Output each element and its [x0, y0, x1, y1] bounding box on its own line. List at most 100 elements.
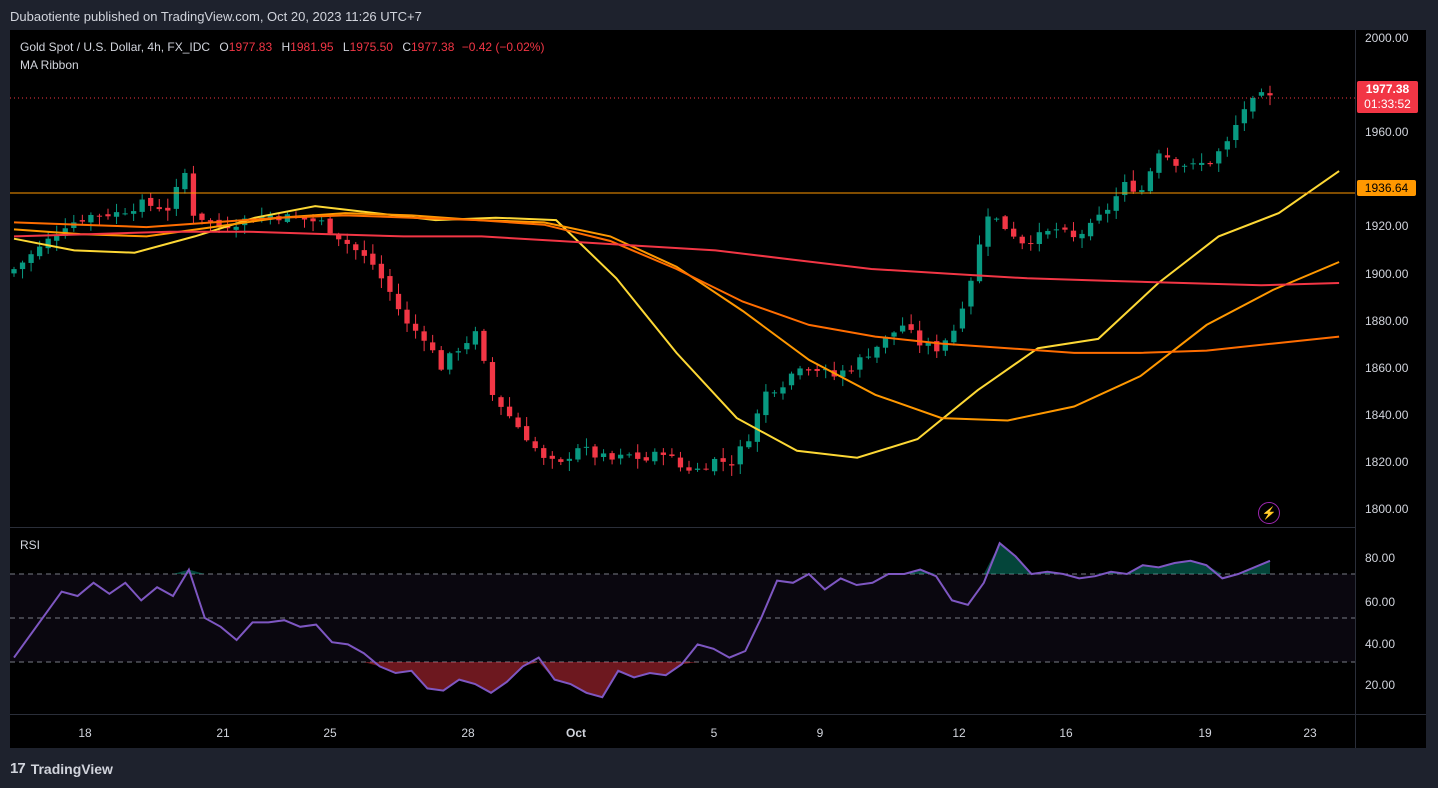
time-tick: 12	[952, 726, 966, 740]
candle-body	[652, 451, 658, 462]
candle-body	[1122, 182, 1128, 196]
candle-body	[635, 452, 641, 459]
candle-body	[310, 218, 316, 222]
candle-body	[472, 331, 479, 345]
candle-body	[464, 343, 470, 350]
rsi-oversold-fill	[14, 662, 1270, 698]
chart-container[interactable]: Gold Spot / U.S. Dollar, 4h, FX_IDC O 197…	[10, 30, 1426, 748]
pane-separator[interactable]	[10, 527, 1355, 528]
candle-body	[173, 186, 179, 209]
candle-body	[1053, 229, 1060, 231]
candle-body	[942, 340, 948, 351]
candle-body	[711, 458, 718, 472]
low-label: L	[342, 40, 350, 54]
candle-body	[1250, 97, 1256, 112]
candle-body	[566, 458, 573, 461]
candle-body	[11, 269, 17, 274]
candle-body	[515, 417, 521, 428]
candle-body	[353, 244, 359, 251]
candle-body	[626, 454, 632, 456]
open-label: O	[219, 40, 229, 54]
candle-body	[1079, 233, 1085, 239]
candle-body	[532, 441, 538, 449]
candle-body	[267, 215, 273, 219]
bar-countdown: 01:33:52	[1364, 97, 1411, 111]
rsi-line	[13, 541, 1271, 699]
candle-body	[788, 373, 795, 386]
candle-body	[1224, 141, 1230, 150]
candle-body	[378, 263, 385, 279]
candle-body	[541, 448, 547, 458]
rsi-label[interactable]: RSI	[20, 538, 41, 552]
candle-body	[617, 454, 624, 459]
candle-body	[583, 446, 590, 448]
candle-body	[1173, 159, 1179, 166]
price-axis-border	[1355, 30, 1356, 748]
candle-body	[1105, 209, 1111, 214]
candle-body	[737, 446, 743, 465]
candle-body	[481, 330, 487, 361]
candle-body	[370, 253, 376, 265]
candle-body	[182, 172, 188, 190]
candle-body	[840, 370, 846, 377]
time-tick: 16	[1059, 726, 1073, 740]
price-tick: 1840.00	[1365, 408, 1409, 422]
candle-body	[430, 342, 436, 351]
candle-body	[421, 331, 427, 341]
price-tick: 1800.00	[1365, 502, 1409, 516]
candle-body	[301, 216, 308, 220]
candle-body	[686, 467, 692, 471]
candle-body	[165, 207, 171, 211]
time-tick: 28	[461, 726, 475, 740]
candle-body	[746, 441, 752, 448]
candle-body	[156, 207, 162, 210]
tradingview-footer[interactable]: 17 TradingView	[10, 760, 113, 777]
close-value: 1977.38	[411, 40, 455, 54]
candle-body	[447, 353, 453, 370]
candle-body	[1198, 162, 1205, 165]
ma-ribbon-line	[13, 214, 1340, 354]
tradingview-logo-icon: 17	[10, 760, 26, 777]
candle-body	[771, 392, 778, 394]
candle-body	[207, 220, 214, 222]
candle-body	[899, 325, 906, 332]
candle-body	[1096, 214, 1102, 221]
candle-body	[1190, 163, 1196, 165]
candle-body	[908, 324, 914, 330]
publish-line: Dubaotiente published on TradingView.com…	[10, 9, 422, 24]
candle-body	[600, 453, 607, 457]
symbol-name: Gold Spot / U.S. Dollar, 4h, FX_IDC	[20, 40, 211, 54]
time-axis-border	[10, 714, 1426, 715]
price-tick: 1920.00	[1365, 219, 1409, 233]
candle-body	[814, 369, 820, 371]
candle-body	[1258, 92, 1265, 96]
indicator-label[interactable]: MA Ribbon	[20, 58, 79, 72]
low-value: 1975.50	[349, 40, 393, 54]
brand-name: TradingView	[30, 760, 113, 777]
price-tick: 1960.00	[1365, 125, 1409, 139]
candle-body	[874, 346, 880, 358]
rsi-tick: 20.00	[1365, 678, 1396, 692]
candle-body	[780, 387, 786, 394]
rsi-overbought-fill	[14, 543, 1270, 574]
price-tick: 2000.00	[1365, 31, 1409, 45]
last-price-badge: 1977.38 01:33:52	[1357, 81, 1418, 113]
high-label: H	[281, 40, 291, 54]
lightning-icon[interactable]: ⚡	[1258, 502, 1280, 524]
price-chart[interactable]	[10, 30, 1355, 748]
change-value: −0.42 (−0.02%)	[461, 40, 545, 54]
candle-body	[318, 220, 325, 222]
candle-body	[122, 213, 128, 215]
candle-body	[489, 362, 496, 395]
time-tick: 21	[216, 726, 230, 740]
candle-body	[113, 212, 120, 217]
candle-body	[506, 406, 513, 417]
high-value: 1981.95	[290, 40, 334, 54]
candle-body	[216, 219, 222, 228]
candle-body	[190, 173, 197, 216]
candle-body	[720, 458, 726, 462]
symbol-legend: Gold Spot / U.S. Dollar, 4h, FX_IDC O 197…	[20, 40, 544, 54]
candle-body	[1267, 93, 1273, 96]
candle-body	[139, 199, 145, 212]
candle-body	[395, 293, 402, 310]
